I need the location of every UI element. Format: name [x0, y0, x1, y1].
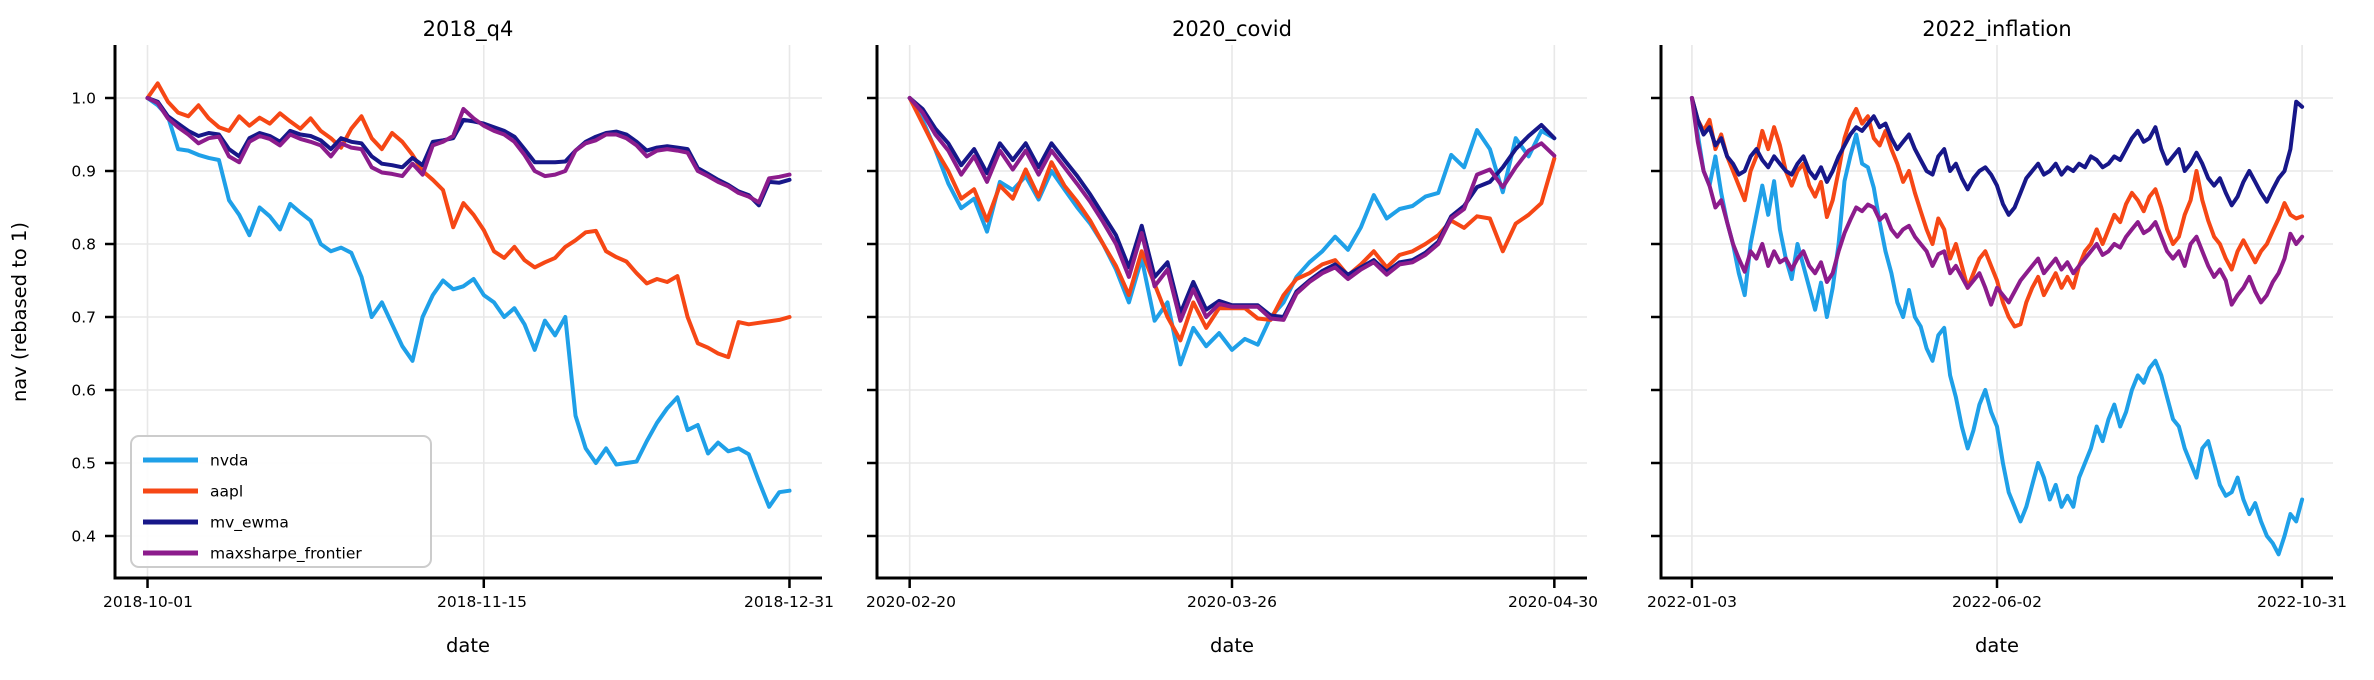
y-tick-label: 0.7	[71, 309, 96, 327]
x-tick-label: 2022-10-31	[2257, 593, 2347, 611]
y-tick-label: 1.0	[71, 90, 96, 108]
panel-2022-inflation: 2022_inflation 2022-01-03 2022-06-02 202…	[1647, 17, 2347, 657]
legend-label-mv-ewma: mv_ewma	[210, 514, 289, 533]
x-axis-label: date	[1210, 634, 1254, 657]
x-axis-label: date	[1975, 634, 2019, 657]
x-tick-label: 2020-02-20	[866, 593, 956, 611]
panel-title: 2018_q4	[423, 17, 514, 42]
legend-label-aapl: aapl	[210, 483, 243, 501]
series-line-maxsharpe_frontier	[1689, 96, 2305, 307]
series-line-aapl	[1689, 96, 2305, 329]
y-axis-label: nav (rebased to 1)	[8, 222, 31, 402]
x-tick-label: 2018-11-15	[437, 593, 527, 611]
x-axis-label: date	[446, 634, 490, 657]
series-line-maxsharpe_frontier	[145, 96, 792, 205]
series-line-mv_ewma	[145, 96, 792, 208]
y-tick-label: 0.4	[71, 528, 96, 546]
legend: nvda aapl mv_ewma maxsharpe_frontier	[130, 435, 432, 568]
series-line-maxsharpe_frontier	[907, 96, 1557, 323]
y-tick-labels: 1.0 0.9 0.8 0.7 0.6 0.5 0.4	[71, 90, 96, 546]
y-tick-label: 0.9	[71, 163, 96, 181]
x-tick-label: 2020-03-26	[1187, 593, 1277, 611]
x-tick-label: 2018-12-31	[744, 593, 834, 611]
x-tick-label: 2022-01-03	[1647, 593, 1737, 611]
legend-label-nvda: nvda	[210, 452, 248, 470]
legend-box	[130, 435, 432, 568]
series-line-mv_ewma	[1689, 96, 2305, 217]
x-tick-label: 2020-04-30	[1508, 593, 1598, 611]
y-tick-label: 0.5	[71, 455, 96, 473]
panel-2020-covid: 2020_covid 2020-02-20 2020-03-26 2020-04…	[866, 17, 1598, 657]
panel-title: 2022_inflation	[1922, 17, 2071, 42]
series-line-nvda	[145, 96, 792, 509]
y-tick-label: 0.6	[71, 382, 96, 400]
panel-title: 2020_covid	[1172, 17, 1292, 42]
legend-label-maxsharpe-frontier: maxsharpe_frontier	[210, 545, 362, 564]
series-line-aapl	[145, 81, 792, 360]
x-tick-label: 2022-06-02	[1952, 593, 2042, 611]
y-tick-label: 0.8	[71, 236, 96, 254]
x-tick-label: 2018-10-01	[103, 593, 193, 611]
